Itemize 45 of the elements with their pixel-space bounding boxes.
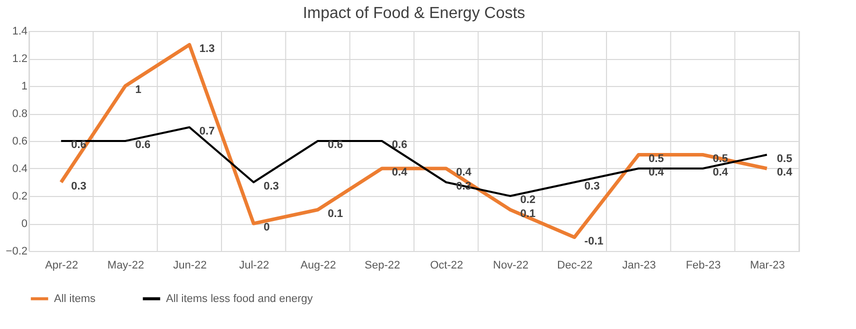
- data-label: 0.4: [648, 166, 665, 178]
- line-series: [60, 126, 768, 197]
- chart-title: Impact of Food & Energy Costs: [302, 5, 526, 22]
- data-label: 0.3: [71, 180, 86, 192]
- y-tick-label: 1: [21, 80, 28, 92]
- data-label: 0.3: [584, 180, 600, 192]
- y-tick-label: 0.6: [12, 136, 28, 148]
- y-tick-label: −0.2: [6, 246, 28, 258]
- data-label: 0.3: [264, 180, 279, 192]
- data-label: 0.1: [328, 208, 344, 220]
- legend-label: All items: [54, 292, 96, 305]
- x-tick-label: Jun-22: [173, 260, 207, 272]
- x-tick-label: Nov-22: [493, 260, 528, 272]
- data-label: 0.6: [135, 139, 151, 151]
- data-label: 0: [264, 222, 270, 234]
- x-tick-label: Jan-23: [622, 260, 656, 272]
- x-tick-label: Mar-23: [750, 260, 785, 272]
- legend-label: All items less food and energy: [166, 292, 314, 305]
- y-tick-label: 0.8: [12, 108, 28, 120]
- x-tick-label: Apr-22: [45, 260, 78, 272]
- data-label: 1.3: [199, 42, 215, 55]
- x-tick-label: May-22: [107, 260, 144, 272]
- y-tick-label: 1.2: [12, 53, 28, 65]
- y-tick-label: 0: [21, 218, 28, 230]
- data-label: 0.4: [776, 166, 794, 178]
- data-label: 0.7: [199, 125, 215, 138]
- data-label: 0.5: [776, 152, 792, 165]
- x-tick-label: Dec-22: [557, 260, 593, 272]
- y-tick-label: 0.2: [12, 190, 28, 202]
- x-tick-label: Jul-22: [239, 260, 270, 272]
- x-tick-label: Oct-22: [430, 260, 464, 272]
- data-label: 0.4: [712, 166, 729, 178]
- data-label: -0.1: [584, 235, 604, 248]
- data-label: 0.6: [328, 139, 344, 151]
- y-tick-label: 1.4: [12, 26, 28, 38]
- y-tick-label: 0.4: [12, 163, 28, 175]
- data-label: 0.6: [392, 139, 408, 151]
- data-label: 1: [135, 84, 142, 96]
- data-label: 0.5: [648, 152, 664, 165]
- data-label: 0.4: [456, 166, 472, 178]
- x-tick-label: Sep-22: [364, 260, 400, 272]
- data-label: 0.2: [520, 194, 536, 206]
- x-tick-label: Feb-23: [686, 260, 721, 272]
- x-tick-label: Aug-22: [300, 260, 336, 272]
- data-label: 0.4: [392, 166, 408, 178]
